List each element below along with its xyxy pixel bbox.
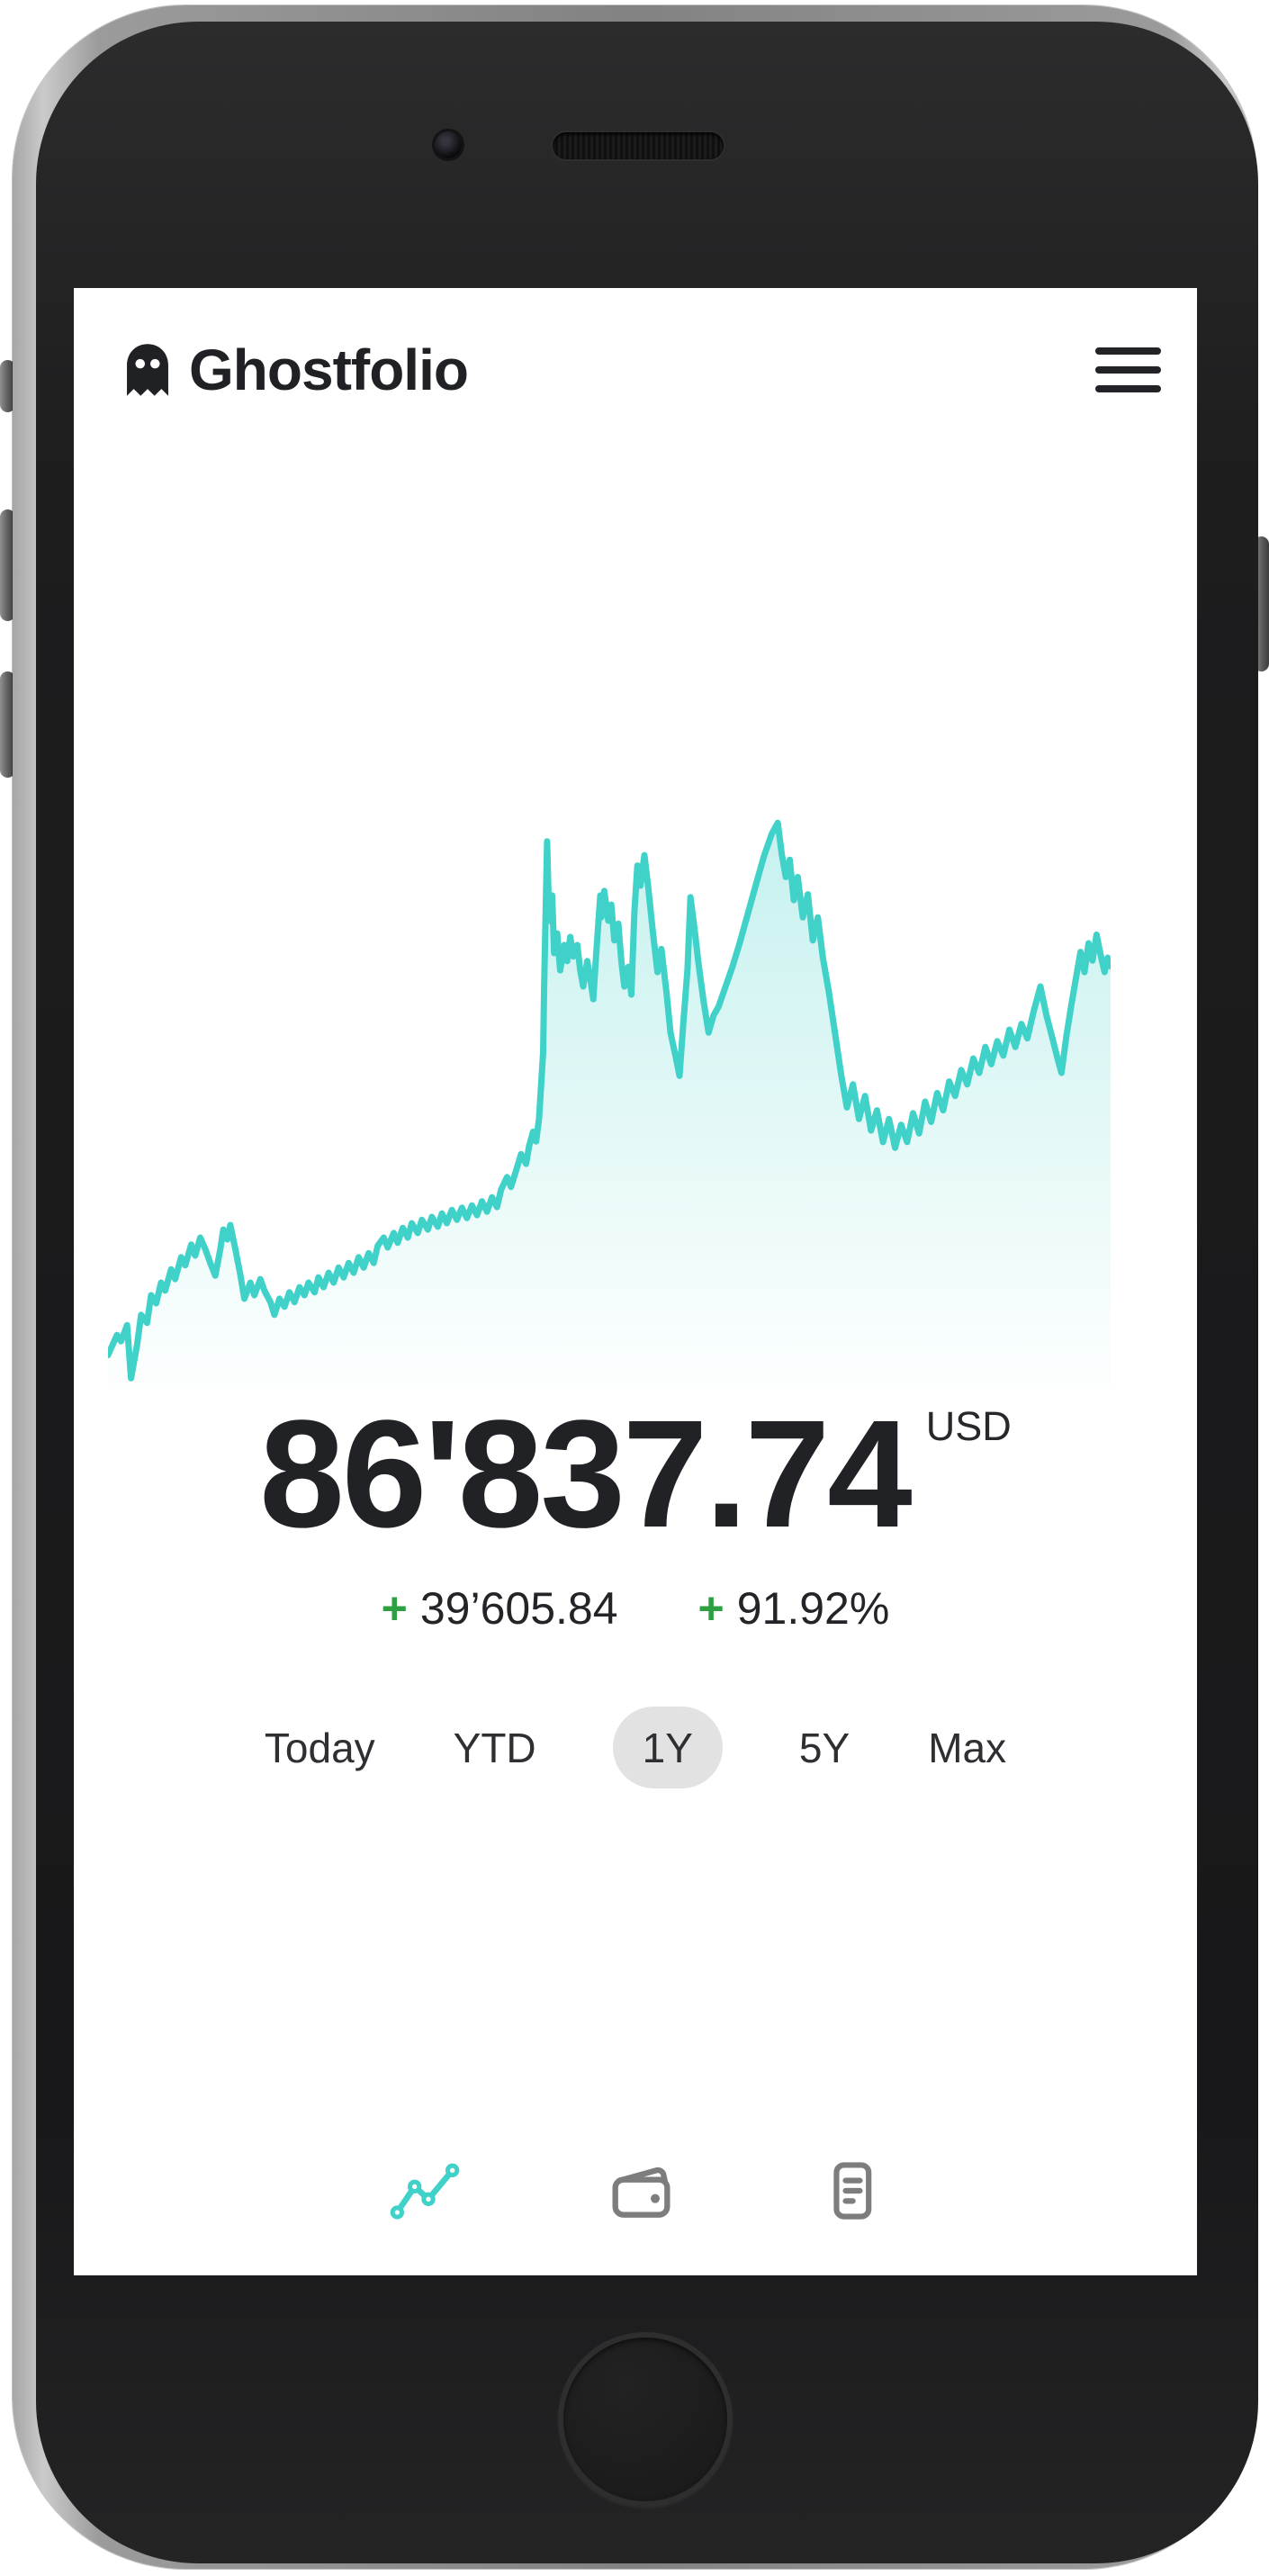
range-option-5y[interactable]: 5Y <box>798 1724 850 1771</box>
mute-switch[interactable] <box>0 360 15 412</box>
change-percent-group: + 91.92% <box>698 1582 890 1635</box>
portfolio-total-value: 86'837.74 <box>259 1389 912 1560</box>
app-screen: Ghostfolio 86'837.74 U <box>74 288 1197 2275</box>
chart-line <box>108 819 1111 1382</box>
plus-sign: + <box>698 1583 724 1634</box>
volume-up-button[interactable] <box>0 509 15 621</box>
home-button[interactable] <box>558 2332 733 2507</box>
wallet-icon <box>601 2155 682 2227</box>
range-selector: Today YTD 1Y 5Y Max <box>74 1707 1197 1788</box>
app-header: Ghostfolio <box>122 337 1161 403</box>
volume-down-button[interactable] <box>0 671 15 778</box>
earpiece-speaker <box>553 132 724 159</box>
ghost-icon <box>122 342 173 398</box>
front-camera <box>435 131 462 158</box>
range-option-max[interactable]: Max <box>928 1724 1007 1771</box>
chart-area-fill <box>108 823 1111 1390</box>
app-logo[interactable]: Ghostfolio <box>122 337 469 403</box>
hamburger-menu-icon[interactable] <box>1095 344 1161 396</box>
portfolio-value-row: 86'837.74 USD <box>74 1398 1197 1551</box>
reader-icon <box>817 2155 887 2227</box>
change-absolute-value: 39’605.84 <box>419 1583 618 1634</box>
plus-sign: + <box>381 1583 408 1634</box>
nav-item-performance[interactable] <box>383 2155 466 2227</box>
line-chart-icon <box>383 2155 466 2227</box>
range-option-1y[interactable]: 1Y <box>612 1707 723 1788</box>
change-absolute-group: + 39’605.84 <box>382 1582 618 1635</box>
nav-item-wallet[interactable] <box>601 2155 682 2227</box>
currency-label: USD <box>925 1403 1012 1449</box>
range-option-today[interactable]: Today <box>264 1724 375 1771</box>
portfolio-performance-chart[interactable] <box>108 814 1111 1390</box>
bottom-navigation <box>74 2153 1197 2229</box>
portfolio-change-row: + 39’605.84 + 91.92% <box>74 1582 1197 1635</box>
nav-item-transactions[interactable] <box>817 2155 887 2227</box>
range-option-ytd[interactable]: YTD <box>453 1724 536 1771</box>
change-percent-value: 91.92% <box>736 1583 890 1634</box>
app-title: Ghostfolio <box>189 338 469 402</box>
